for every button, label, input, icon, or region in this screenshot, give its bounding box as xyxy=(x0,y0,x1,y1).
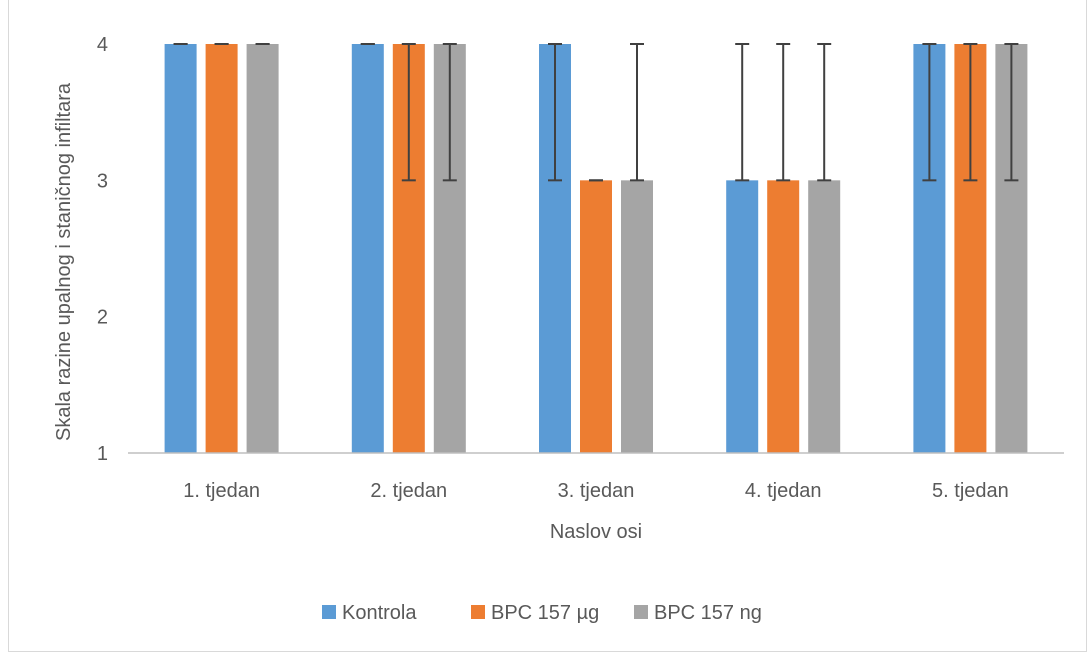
y-axis-title: Skala razine upalnog i staničnog infilta… xyxy=(53,82,75,441)
legend-label: Kontrola xyxy=(342,602,417,624)
x-tick-label: 1. tjedan xyxy=(183,480,260,502)
y-tick-label: 3 xyxy=(97,170,108,192)
bar xyxy=(246,44,279,453)
x-tick-label: 4. tjedan xyxy=(745,480,822,502)
x-tick-label: 5. tjedan xyxy=(932,480,1009,502)
bars-layer xyxy=(164,44,1028,454)
y-tick-label: 2 xyxy=(97,307,108,329)
x-tick-label: 2. tjedan xyxy=(370,480,447,502)
x-axis-title: Naslov osi xyxy=(550,521,642,543)
legend-label: BPC 157 µg xyxy=(491,602,599,624)
legend-swatch xyxy=(322,605,336,619)
y-tick-label: 4 xyxy=(97,34,108,56)
x-tick-label: 3. tjedan xyxy=(558,480,635,502)
bar xyxy=(808,180,841,454)
legend-swatch xyxy=(634,605,648,619)
y-tick-label: 1 xyxy=(97,443,108,465)
bar xyxy=(351,44,384,453)
bar xyxy=(767,180,800,454)
bar xyxy=(621,180,653,454)
x-tick-labels: 1. tjedan 2. tjedan 3. tjedan 4. tjedan 5. t… xyxy=(183,480,1009,502)
y-tick-labels: 1 2 3 4 xyxy=(97,34,108,465)
chart-frame xyxy=(8,0,1087,652)
legend: Kontrola BPC 157 µg BPC 157 ng xyxy=(322,602,762,624)
bar xyxy=(726,180,759,454)
bar xyxy=(205,44,238,453)
bar xyxy=(164,44,197,453)
bar xyxy=(580,180,612,454)
error-bars-layer xyxy=(173,43,1019,182)
legend-label: BPC 157 ng xyxy=(654,602,762,624)
legend-swatch xyxy=(471,605,485,619)
